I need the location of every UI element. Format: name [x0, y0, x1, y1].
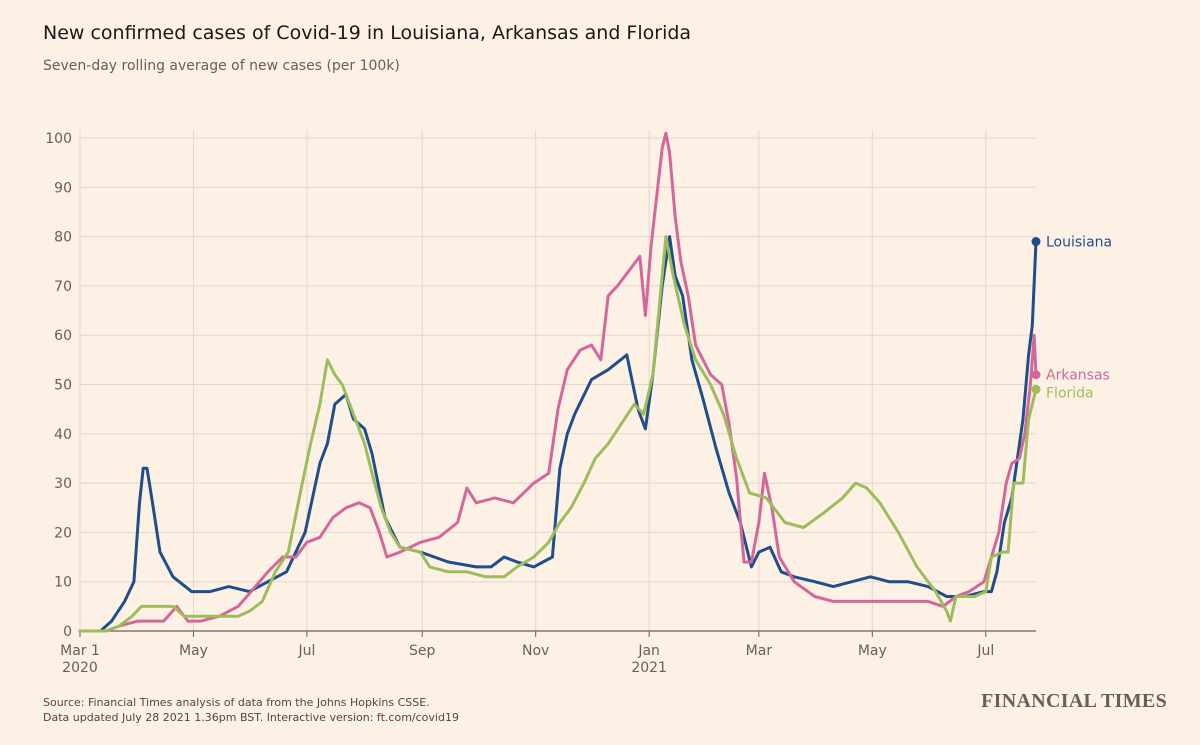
- x-tick-label: Jul: [297, 643, 315, 659]
- y-tick-label: 60: [54, 328, 72, 344]
- x-tick-label: Mar 1: [60, 643, 100, 659]
- y-tick-label: 90: [54, 180, 72, 196]
- series-end-marker-florida: [1031, 384, 1041, 394]
- y-tick-label: 40: [54, 427, 72, 443]
- chart-title: New confirmed cases of Covid-19 in Louis…: [43, 22, 692, 44]
- x-tick-label: Jul: [976, 643, 994, 659]
- update-line: Data updated July 28 2021 1.36pm BST. In…: [43, 711, 459, 724]
- series-line-arkansas: [78, 131, 1038, 633]
- y-tick-label: 10: [54, 575, 72, 591]
- y-tick-label: 20: [54, 525, 72, 541]
- x-tick-label: May: [179, 643, 208, 659]
- series-line-florida: [78, 235, 1038, 633]
- x-tick-label: May: [858, 643, 887, 659]
- series-label-florida: Florida: [1046, 386, 1094, 402]
- x-tick-label: Nov: [522, 643, 549, 659]
- y-tick-label: 30: [54, 476, 72, 492]
- y-tick-label: 50: [54, 378, 72, 394]
- series-line-louisiana: [78, 235, 1038, 633]
- x-tick-year-label: 2020: [62, 660, 98, 676]
- ft-logo: FINANCIAL TIMES: [981, 690, 1167, 712]
- series-end-marker-louisiana: [1031, 237, 1041, 247]
- y-tick-label: 70: [54, 279, 72, 295]
- series-label-arkansas: Arkansas: [1046, 368, 1110, 384]
- chart-subtitle: Seven-day rolling average of new cases (…: [43, 58, 400, 74]
- x-tick-label: Mar: [746, 643, 773, 659]
- x-tick-label: Jan: [637, 643, 660, 659]
- y-tick-label: 100: [45, 131, 72, 147]
- y-tick-label: 80: [54, 230, 72, 246]
- source-line: Source: Financial Times analysis of data…: [43, 696, 430, 709]
- x-tick-label: Sep: [409, 643, 436, 659]
- source-note: Source: Financial Times analysis of data…: [43, 695, 459, 725]
- series-label-louisiana: Louisiana: [1046, 235, 1112, 251]
- series-end-marker-arkansas: [1031, 370, 1041, 380]
- y-tick-label: 0: [63, 624, 72, 640]
- x-tick-year-label: 2021: [631, 660, 667, 676]
